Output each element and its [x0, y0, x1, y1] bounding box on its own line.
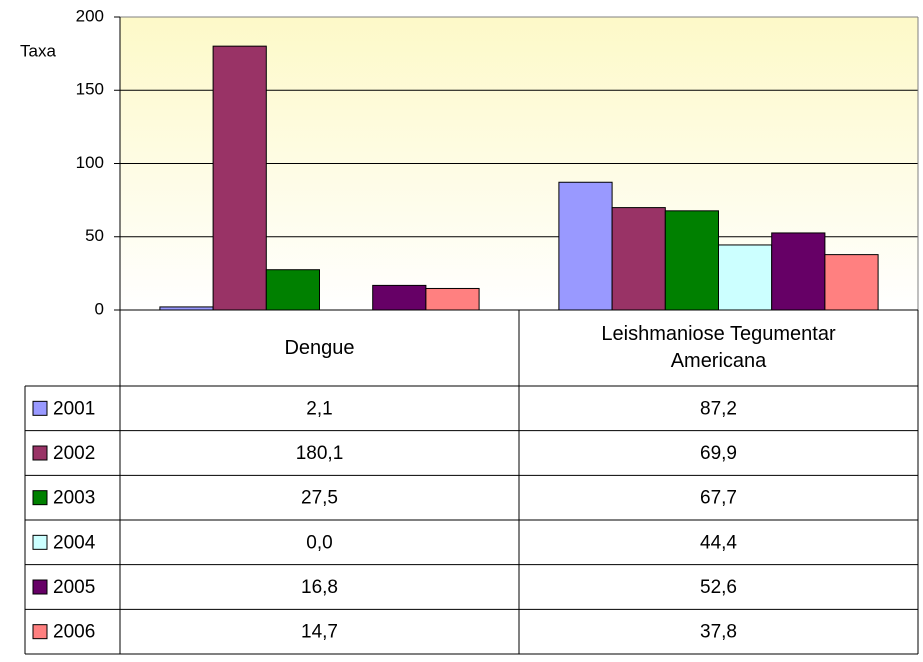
table-value: 2,1 — [306, 398, 332, 419]
bar — [558, 181, 613, 311]
legend-label: 2003 — [53, 488, 95, 509]
table-value: 37,8 — [700, 622, 737, 643]
table-header: Dengue — [284, 336, 355, 359]
bar — [265, 269, 320, 311]
y-tick-label: 200 — [76, 6, 104, 25]
table-value: 16,8 — [301, 577, 338, 598]
table-value: 52,6 — [700, 577, 737, 598]
legend-swatch — [32, 579, 48, 595]
legend-swatch — [32, 534, 48, 550]
legend-label: 2005 — [53, 577, 95, 598]
y-tick-label: 150 — [76, 80, 104, 99]
legend-swatch — [32, 624, 48, 640]
legend-swatch — [32, 490, 48, 506]
y-tick-label: 0 — [95, 299, 104, 318]
table-value: 69,9 — [700, 443, 737, 464]
legend-label: 2001 — [53, 398, 95, 419]
category-label: Leishmaniose Tegumentar Americana — [601, 323, 836, 372]
table-value: 180,1 — [296, 443, 344, 464]
legend-label: 2006 — [53, 622, 95, 643]
table-value: 14,7 — [301, 622, 338, 643]
table-header: Leishmaniose Tegumentar Americana — [601, 323, 836, 372]
table-value: 87,2 — [700, 398, 737, 419]
y-tick-label: 100 — [76, 153, 104, 172]
legend-swatch — [32, 445, 48, 461]
bar — [611, 207, 666, 311]
bar — [372, 284, 427, 311]
legend-label: 2002 — [53, 443, 95, 464]
legend-label: 2004 — [53, 532, 96, 553]
y-tick-label: 50 — [85, 226, 104, 245]
table-value: 67,7 — [700, 488, 737, 509]
table-value: 0,0 — [306, 532, 332, 553]
bar — [425, 287, 480, 311]
y-axis-label: Taxa — [20, 41, 56, 60]
bar — [718, 244, 773, 311]
bar — [664, 210, 719, 311]
table-value: 27,5 — [301, 488, 338, 509]
bar — [824, 254, 879, 311]
legend-swatch — [32, 400, 48, 416]
bar — [771, 232, 826, 311]
bar — [212, 45, 267, 311]
category-label: Dengue — [284, 336, 355, 359]
table-value: 44,4 — [700, 532, 737, 553]
